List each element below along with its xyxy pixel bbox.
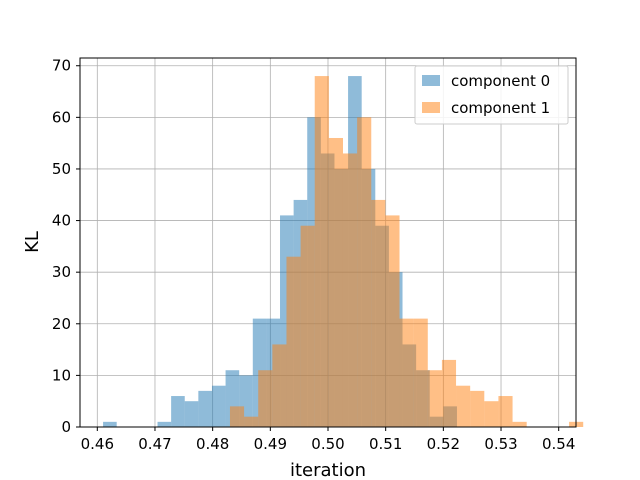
bar-series1-bin-4: [286, 256, 301, 427]
bar-series1-bin-9: [357, 117, 372, 428]
y-tick-label-7: 70: [52, 57, 71, 75]
x-tick-label-5: 0.51: [369, 435, 402, 453]
bar-series1-bin-20: [512, 421, 527, 427]
x-tick-label-4: 0.50: [311, 435, 344, 453]
bar-series1-bin-10: [371, 199, 386, 427]
bar-series1-bin-16: [456, 385, 471, 427]
legend: component 0 component 1: [414, 65, 569, 125]
x-tick-label-2: 0.48: [196, 435, 229, 453]
x-tick-label-8: 0.54: [542, 435, 575, 453]
x-tick-label-0: 0.46: [81, 435, 114, 453]
bar-series1-bin-6: [314, 76, 329, 428]
legend-swatch-0: [422, 75, 440, 86]
bar-series1-bin-11: [385, 215, 400, 427]
y-tick-label-3: 30: [52, 263, 71, 281]
bar-series0-bin-4: [157, 421, 172, 427]
x-tick-label-7: 0.53: [484, 435, 517, 453]
bar-series1-bin-7: [328, 137, 343, 427]
bar-series1-bin-17: [470, 390, 485, 427]
legend-label-0: component 0: [451, 72, 550, 90]
bar-series0-bin-8: [211, 385, 226, 427]
y-tick-label-6: 60: [52, 108, 71, 126]
bar-series0-bin-6: [184, 401, 199, 427]
bar-series1-bin-13: [413, 318, 428, 427]
x-axis-ticks: 0.46 0.47 0.48 0.49 0.50 0.51 0.52 0.53 0.54: [81, 427, 575, 453]
x-tick-label-6: 0.52: [427, 435, 460, 453]
bar-series1-bin-18: [484, 401, 499, 427]
bar-series1-bin-19: [498, 396, 513, 427]
bar-series1-bin-14: [427, 370, 442, 427]
y-tick-label-2: 20: [52, 315, 71, 333]
series-1: [229, 76, 584, 428]
bar-series1-bin-3: [272, 344, 287, 427]
legend-box: [414, 65, 569, 125]
y-tick-label-1: 10: [52, 366, 71, 384]
bar-series0-bin-5: [171, 396, 185, 427]
bar-series1-bin-5: [300, 225, 315, 427]
y-tick-label-5: 50: [52, 160, 71, 178]
y-axis-ticks: 0 10 20 30 40 50 60 70: [52, 57, 80, 436]
y-tick-label-4: 40: [52, 212, 71, 230]
bar-series0-bin-0: [103, 421, 117, 427]
x-axis-label: iteration: [290, 460, 366, 480]
bars: [103, 76, 584, 428]
bar-series1-bin-12: [399, 318, 414, 427]
legend-swatch-1: [422, 102, 440, 113]
x-tick-label-1: 0.47: [138, 435, 171, 453]
legend-label-1: component 1: [451, 99, 550, 117]
bar-series1-bin-8: [342, 153, 358, 427]
bar-series1-bin-1: [244, 416, 259, 427]
x-tick-label-3: 0.49: [254, 435, 287, 453]
bar-series1-bin-0: [229, 406, 245, 427]
y-axis-label: KL: [22, 231, 43, 253]
bar-series1-bin-15: [441, 359, 457, 427]
y-tick-label-0: 0: [61, 418, 71, 436]
bar-series1-bin-2: [258, 370, 273, 427]
bar-series0-bin-7: [198, 390, 212, 427]
